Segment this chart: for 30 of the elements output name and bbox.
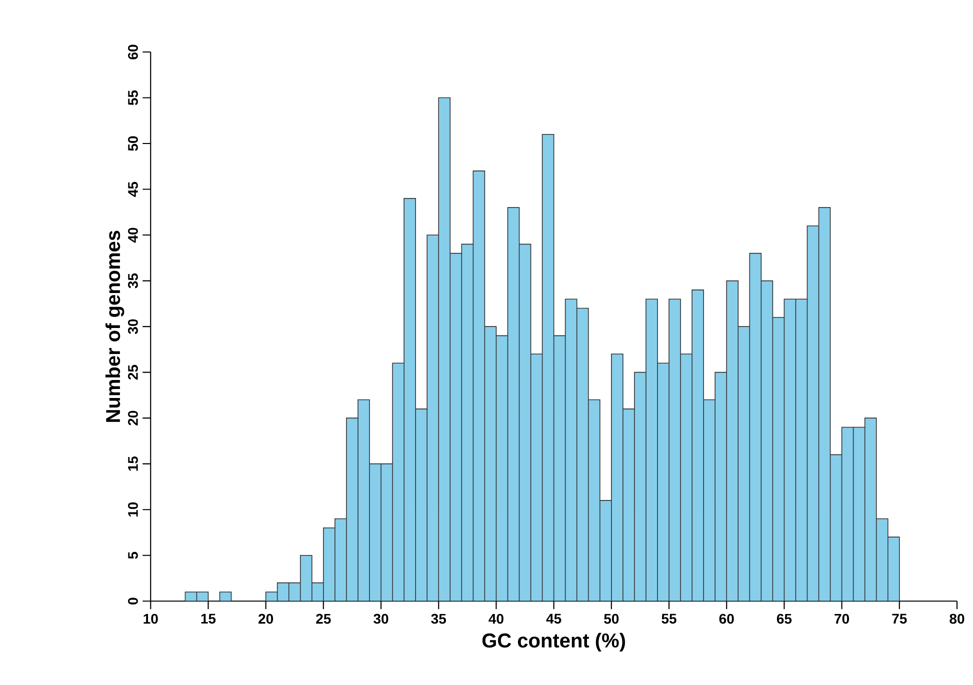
x-tick-label: 45	[546, 614, 562, 624]
x-tick-label: 50	[604, 614, 619, 624]
x-axis-title: GC content (%)	[482, 632, 625, 652]
x-tick-label: 35	[431, 614, 446, 624]
y-tick-label: 30	[128, 319, 138, 334]
x-tick-label: 25	[316, 614, 331, 624]
x-tick-label: 65	[776, 614, 792, 624]
x-tick-label: 80	[950, 614, 964, 624]
y-tick-label: 55	[128, 90, 138, 106]
y-tick-label: 60	[128, 44, 138, 60]
x-tick-label: 30	[374, 614, 388, 624]
x-tick-label: 20	[258, 614, 274, 624]
x-tick-label: 10	[144, 614, 158, 624]
x-tick-label: 70	[834, 614, 850, 624]
y-tick-label: 50	[128, 136, 138, 151]
x-tick-label: 40	[488, 614, 504, 624]
x-tick-label: 75	[892, 614, 907, 624]
x-tick-label: 60	[719, 614, 734, 624]
x-tick-label: 55	[662, 614, 676, 624]
y-tick-label: 25	[128, 364, 138, 380]
y-tick-label: 15	[128, 456, 138, 471]
y-tick-label: 10	[128, 502, 138, 516]
y-tick-label: 20	[128, 410, 138, 426]
y-tick-label: 45	[128, 182, 138, 197]
y-tick-label: 40	[128, 228, 138, 243]
y-tick-label: 0	[128, 598, 138, 604]
y-tick-label: 5	[128, 552, 138, 559]
x-tick-label: 15	[201, 614, 216, 624]
y-axis-title: Number of genomes	[105, 230, 124, 422]
y-tick-label: 35	[128, 273, 138, 288]
